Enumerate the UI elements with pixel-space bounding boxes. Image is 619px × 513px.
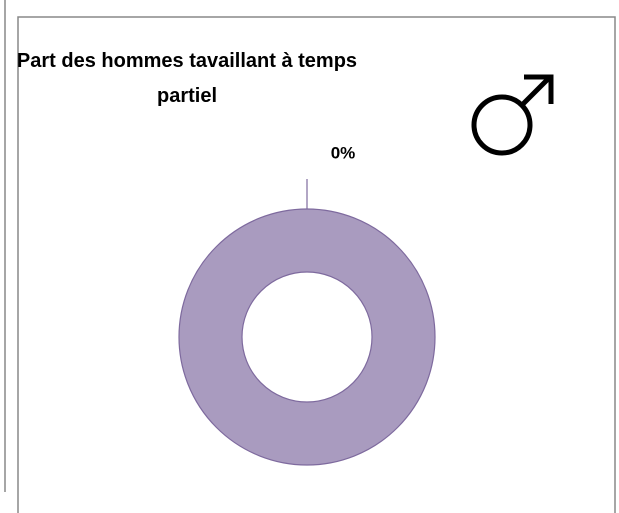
chart-title: Part des hommes tavaillant à temps parti… (16, 50, 358, 107)
donut-slice (178, 208, 436, 466)
male-symbol (471, 74, 554, 156)
data-label: 0% (331, 143, 356, 162)
frame (17, 16, 616, 513)
